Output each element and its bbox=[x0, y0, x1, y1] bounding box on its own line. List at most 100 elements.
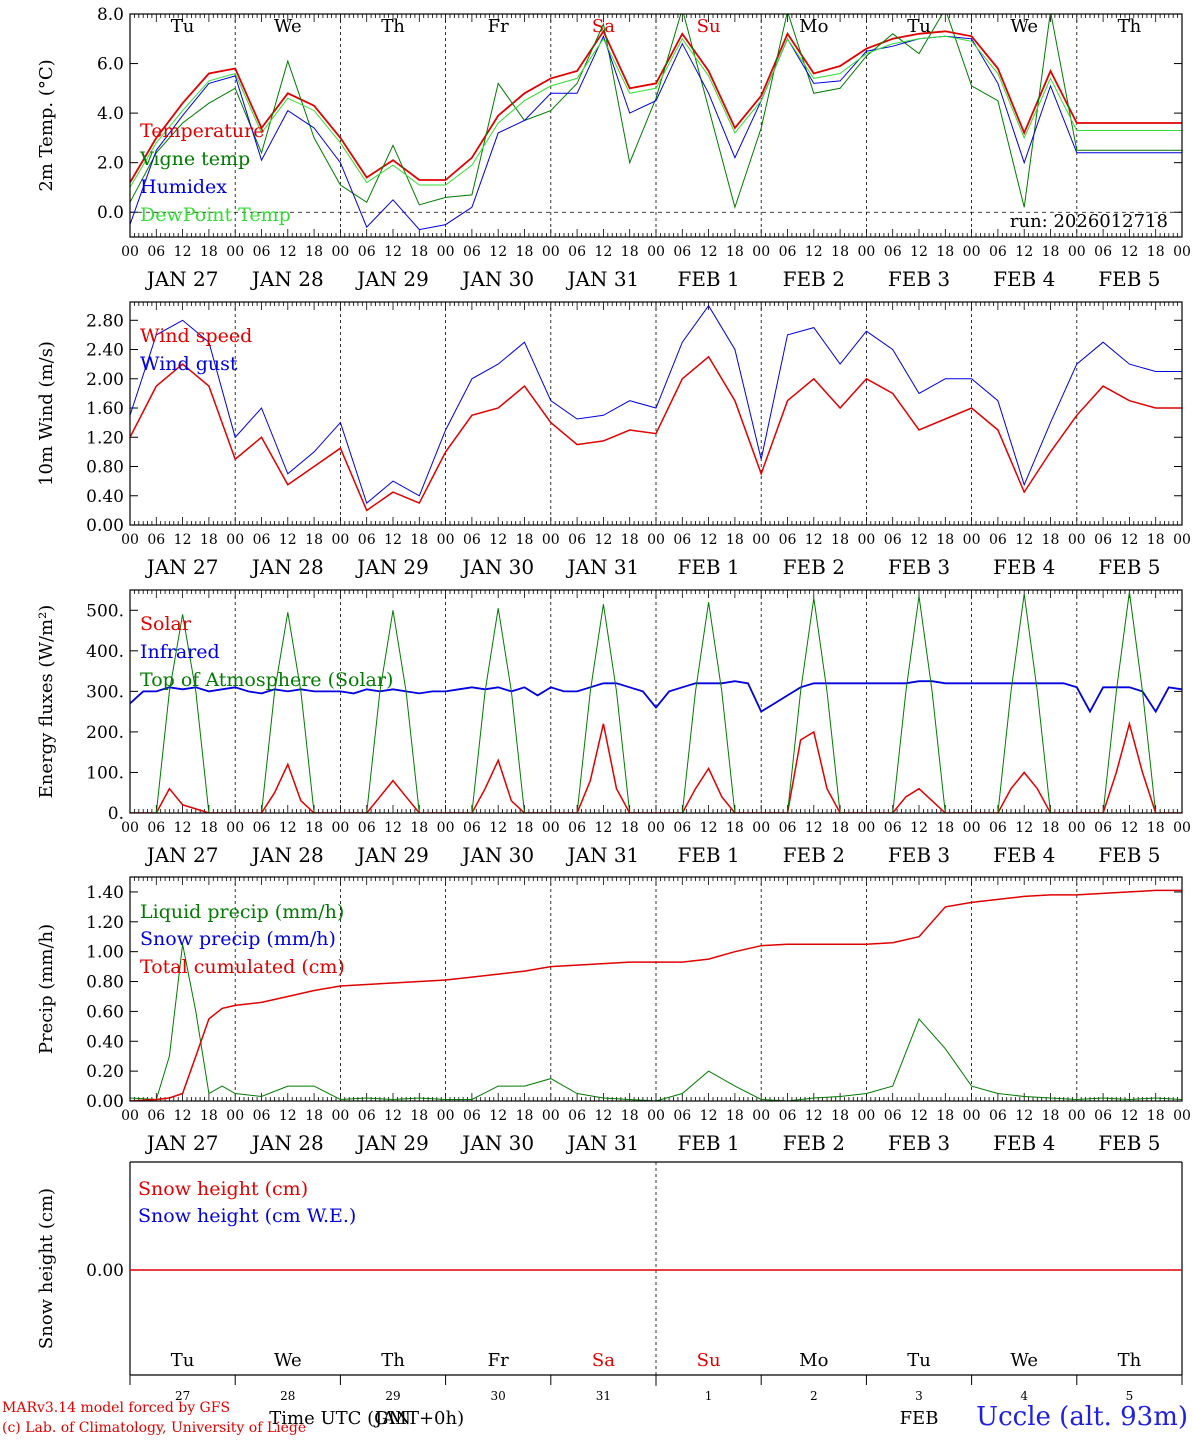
hour-label: 06 bbox=[147, 532, 165, 548]
hour-label: 06 bbox=[568, 244, 586, 260]
weekday-label: Fr bbox=[488, 16, 509, 37]
hour-label: 06 bbox=[884, 820, 902, 836]
hour-label: 06 bbox=[568, 1108, 586, 1124]
date-label: JAN 29 bbox=[355, 267, 429, 291]
date-label: FEB 5 bbox=[1098, 843, 1160, 867]
hour-label: 18 bbox=[621, 1108, 639, 1124]
hour-label: 06 bbox=[568, 820, 586, 836]
hour-label: 18 bbox=[305, 532, 323, 548]
date-label: JAN 30 bbox=[460, 843, 534, 867]
legend-label: Top of Atmosphere (Solar) bbox=[140, 669, 393, 691]
hour-label: 12 bbox=[910, 1108, 928, 1124]
hour-label: 00 bbox=[437, 244, 455, 260]
hour-label: 00 bbox=[857, 820, 875, 836]
hour-label: 00 bbox=[857, 1108, 875, 1124]
date-label: JAN 28 bbox=[250, 555, 324, 579]
hour-label: 12 bbox=[805, 1108, 823, 1124]
y-tick-label: 0. bbox=[108, 804, 124, 824]
legend-label: Solar bbox=[140, 613, 192, 635]
date-label: FEB 5 bbox=[1098, 267, 1160, 291]
hour-label: 18 bbox=[831, 244, 849, 260]
y-tick-label: 0.40 bbox=[86, 1032, 124, 1052]
model-credit: MARv3.14 model forced by GFS bbox=[2, 1400, 231, 1416]
hour-label: 12 bbox=[174, 532, 192, 548]
hour-label: 00 bbox=[963, 1108, 981, 1124]
date-label: JAN 27 bbox=[145, 843, 219, 867]
weekday-label: Tu bbox=[907, 16, 931, 37]
hour-label: 18 bbox=[726, 820, 744, 836]
hour-label: 12 bbox=[384, 532, 402, 548]
weekday-label: Mo bbox=[799, 16, 828, 37]
hour-label: 12 bbox=[174, 244, 192, 260]
hour-label: 06 bbox=[989, 1108, 1007, 1124]
y-tick-label: 0.0 bbox=[97, 203, 124, 223]
hour-label: 06 bbox=[1094, 820, 1112, 836]
day-number: 27 bbox=[175, 1389, 190, 1403]
y-tick-label: 2.0 bbox=[97, 154, 124, 174]
y-tick-label: 0.00 bbox=[86, 516, 124, 536]
hour-label: 06 bbox=[1094, 244, 1112, 260]
hour-label: 06 bbox=[884, 532, 902, 548]
hour-label: 12 bbox=[1015, 244, 1033, 260]
weekday-label: Mo bbox=[799, 1350, 828, 1371]
y-tick-label: 6.0 bbox=[97, 55, 124, 75]
hour-label: 18 bbox=[305, 244, 323, 260]
series-line bbox=[130, 591, 1182, 813]
y-tick-label: 400. bbox=[86, 642, 124, 662]
hour-label: 00 bbox=[1068, 244, 1086, 260]
hour-ticks bbox=[129, 590, 1183, 813]
legend-label: Snow precip (mm/h) bbox=[140, 928, 336, 950]
y-tick-label: 1.20 bbox=[86, 913, 124, 933]
hour-label: 12 bbox=[489, 532, 507, 548]
hour-label: 12 bbox=[594, 244, 612, 260]
date-label: JAN 31 bbox=[566, 843, 640, 867]
series-line bbox=[130, 944, 1182, 1101]
y-tick-label: 0.00 bbox=[86, 1261, 124, 1281]
y-tick-label: 2.40 bbox=[86, 341, 124, 361]
hour-label: 06 bbox=[358, 244, 376, 260]
date-label: JAN 30 bbox=[460, 555, 534, 579]
panel-energy: 0. 100. 200. 300. 400. 500. 00 06 12 18 00 06 12 18 00… bbox=[36, 589, 1191, 867]
hour-label: 06 bbox=[779, 1108, 797, 1124]
hour-label: 18 bbox=[726, 244, 744, 260]
series-line bbox=[130, 304, 1182, 504]
hour-label: 18 bbox=[410, 820, 428, 836]
hour-label: 18 bbox=[410, 244, 428, 260]
day-number: 30 bbox=[491, 1389, 506, 1403]
series-line bbox=[130, 35, 1182, 188]
day-number: 2 bbox=[810, 1389, 818, 1403]
hour-label: 18 bbox=[305, 1108, 323, 1124]
date-label: JAN 27 bbox=[145, 1131, 219, 1155]
y-axis-label: 10m Wind (m/s) bbox=[36, 341, 57, 486]
hour-label: 06 bbox=[147, 820, 165, 836]
date-label: JAN 30 bbox=[460, 1131, 534, 1155]
date-label: FEB 5 bbox=[1098, 1131, 1160, 1155]
hour-label: 00 bbox=[1173, 244, 1191, 260]
weekday-label: Fr bbox=[488, 1350, 509, 1371]
y-tick-label: 0.60 bbox=[86, 1002, 124, 1022]
weekday-label: Tu bbox=[171, 1350, 195, 1371]
hour-label: 06 bbox=[253, 1108, 271, 1124]
hour-label: 00 bbox=[226, 1108, 244, 1124]
day-number: 5 bbox=[1126, 1389, 1134, 1403]
date-label: FEB 1 bbox=[677, 555, 739, 579]
run-label: run: 2026012718 bbox=[1010, 211, 1168, 232]
y-axis-label: Snow height (cm) bbox=[36, 1188, 57, 1349]
hour-label: 00 bbox=[226, 820, 244, 836]
date-label: JAN 29 bbox=[355, 843, 429, 867]
hour-label: 00 bbox=[437, 532, 455, 548]
y-tick-label: 1.20 bbox=[86, 428, 124, 448]
hour-label: 12 bbox=[174, 1108, 192, 1124]
hour-label: 18 bbox=[1042, 532, 1060, 548]
date-label: JAN 29 bbox=[355, 555, 429, 579]
legend-label: Humidex bbox=[140, 176, 227, 198]
date-label: JAN 28 bbox=[250, 267, 324, 291]
hour-label: 18 bbox=[200, 532, 218, 548]
date-label: FEB 3 bbox=[888, 1131, 950, 1155]
hour-label: 12 bbox=[700, 244, 718, 260]
hour-label: 18 bbox=[200, 820, 218, 836]
hour-label: 06 bbox=[1094, 532, 1112, 548]
date-label: JAN 31 bbox=[566, 555, 640, 579]
hour-label: 00 bbox=[331, 1108, 349, 1124]
hour-label: 06 bbox=[989, 532, 1007, 548]
